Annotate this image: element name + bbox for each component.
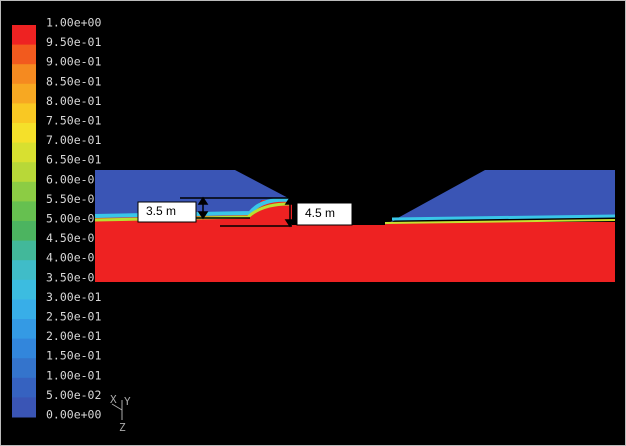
colorbar-swatch bbox=[12, 377, 36, 398]
colorbar-swatch bbox=[12, 319, 36, 340]
annotation: 3.5 m bbox=[146, 204, 176, 218]
label-box bbox=[137, 201, 197, 223]
interface-yellow-right bbox=[384, 219, 616, 224]
colorbar-swatch bbox=[12, 64, 36, 85]
interface-cyan bbox=[94, 197, 291, 218]
colorbar-label: 5.50e-01 bbox=[46, 192, 101, 206]
colorbar-swatch bbox=[12, 279, 36, 300]
label-box bbox=[296, 202, 353, 226]
dimension-lines bbox=[180, 196, 296, 228]
colorbar-label: 2.50e-01 bbox=[46, 310, 101, 324]
axis-label: Y bbox=[124, 395, 131, 408]
colorbar-label: 4.00e-01 bbox=[46, 251, 101, 265]
annotation: 4.5 m bbox=[305, 206, 335, 220]
colorbar-swatch bbox=[12, 123, 36, 144]
colorbar-label: 8.50e-01 bbox=[46, 74, 101, 88]
colorbar-label: 9.00e-01 bbox=[46, 55, 101, 69]
colorbar-swatch bbox=[12, 181, 36, 202]
colorbar-swatch bbox=[12, 201, 36, 222]
colorbar-swatch bbox=[12, 162, 36, 183]
colorbar-swatch bbox=[12, 44, 36, 65]
colorbar-label: 0.00e+00 bbox=[46, 408, 101, 422]
colorbar-label: 5.00e-01 bbox=[46, 212, 101, 226]
colorbar-swatch bbox=[12, 358, 36, 379]
colorbar-label: 6.50e-01 bbox=[46, 153, 101, 167]
colorbar-label: 8.00e-01 bbox=[46, 94, 101, 108]
colorbar-swatch bbox=[12, 299, 36, 320]
colorbar-label: 4.50e-01 bbox=[46, 231, 101, 245]
colorbar-swatch bbox=[12, 338, 36, 359]
colorbar-label: 1.00e+00 bbox=[46, 16, 101, 30]
interface-cyan-right bbox=[391, 214, 616, 221]
blue-right bbox=[385, 170, 615, 225]
colorbar-label: 3.50e-01 bbox=[46, 270, 101, 284]
colorbar-label: 6.00e-01 bbox=[46, 172, 101, 186]
interface-yellow bbox=[94, 202, 290, 222]
axis-triad bbox=[111, 400, 123, 420]
colorbar-label: 2.00e-01 bbox=[46, 329, 101, 343]
colorbar-label: 1.50e-01 bbox=[46, 349, 101, 363]
colorbar-label: 5.00e-02 bbox=[46, 388, 101, 402]
colorbar: 1.00e+00 9.50e-01 9.00e-01 8.50e-01 8.00e-01… bbox=[12, 16, 101, 422]
colorbar-label: 9.50e-01 bbox=[46, 35, 101, 49]
colorbar-swatch bbox=[12, 103, 36, 124]
colorbar-label: 7.00e-01 bbox=[46, 133, 101, 147]
colorbar-swatch bbox=[12, 397, 36, 418]
colorbar-label: 7.50e-01 bbox=[46, 114, 101, 128]
colorbar-swatch bbox=[12, 260, 36, 281]
axis-label: Z bbox=[119, 421, 126, 434]
colorbar-swatch bbox=[12, 83, 36, 104]
colorbar-swatch bbox=[12, 25, 36, 46]
colorbar-swatch bbox=[12, 142, 36, 163]
colorbar-label: 3.00e-01 bbox=[46, 290, 101, 304]
axis-label: X bbox=[110, 393, 117, 406]
colorbar-swatch bbox=[12, 240, 36, 261]
colorbar-label: 1.00e-01 bbox=[46, 368, 101, 382]
colorbar-swatch bbox=[12, 221, 36, 242]
red-region bbox=[95, 222, 615, 282]
